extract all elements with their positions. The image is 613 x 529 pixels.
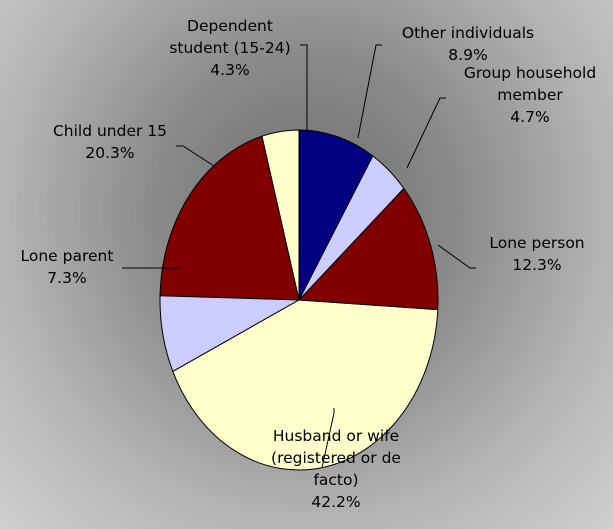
value-label: 20.3%: [35, 142, 185, 164]
chart: Other individuals8.9%Group household mem…: [0, 0, 613, 529]
category-label: Other individuals: [393, 22, 543, 44]
leader-line: [407, 98, 446, 168]
value-label: 42.2%: [256, 491, 416, 513]
value-label: 7.3%: [7, 267, 127, 289]
category-label: Child under 15: [35, 120, 185, 142]
leader-line: [358, 45, 382, 138]
category-label: Husband or wife (registered or de facto): [256, 425, 416, 491]
category-label: Lone parent: [7, 245, 127, 267]
value-label: 4.3%: [155, 59, 305, 81]
category-label: Lone person: [477, 232, 597, 254]
leader-line: [438, 245, 476, 268]
category-label: Dependent student (15-24): [155, 15, 305, 59]
value-label: 4.7%: [460, 106, 600, 128]
category-label: Group household member: [460, 62, 600, 106]
value-label: 12.3%: [477, 254, 597, 276]
slice-label: Husband or wife (registered or de facto)…: [256, 425, 416, 513]
slice-label: Dependent student (15-24)4.3%: [155, 15, 305, 81]
